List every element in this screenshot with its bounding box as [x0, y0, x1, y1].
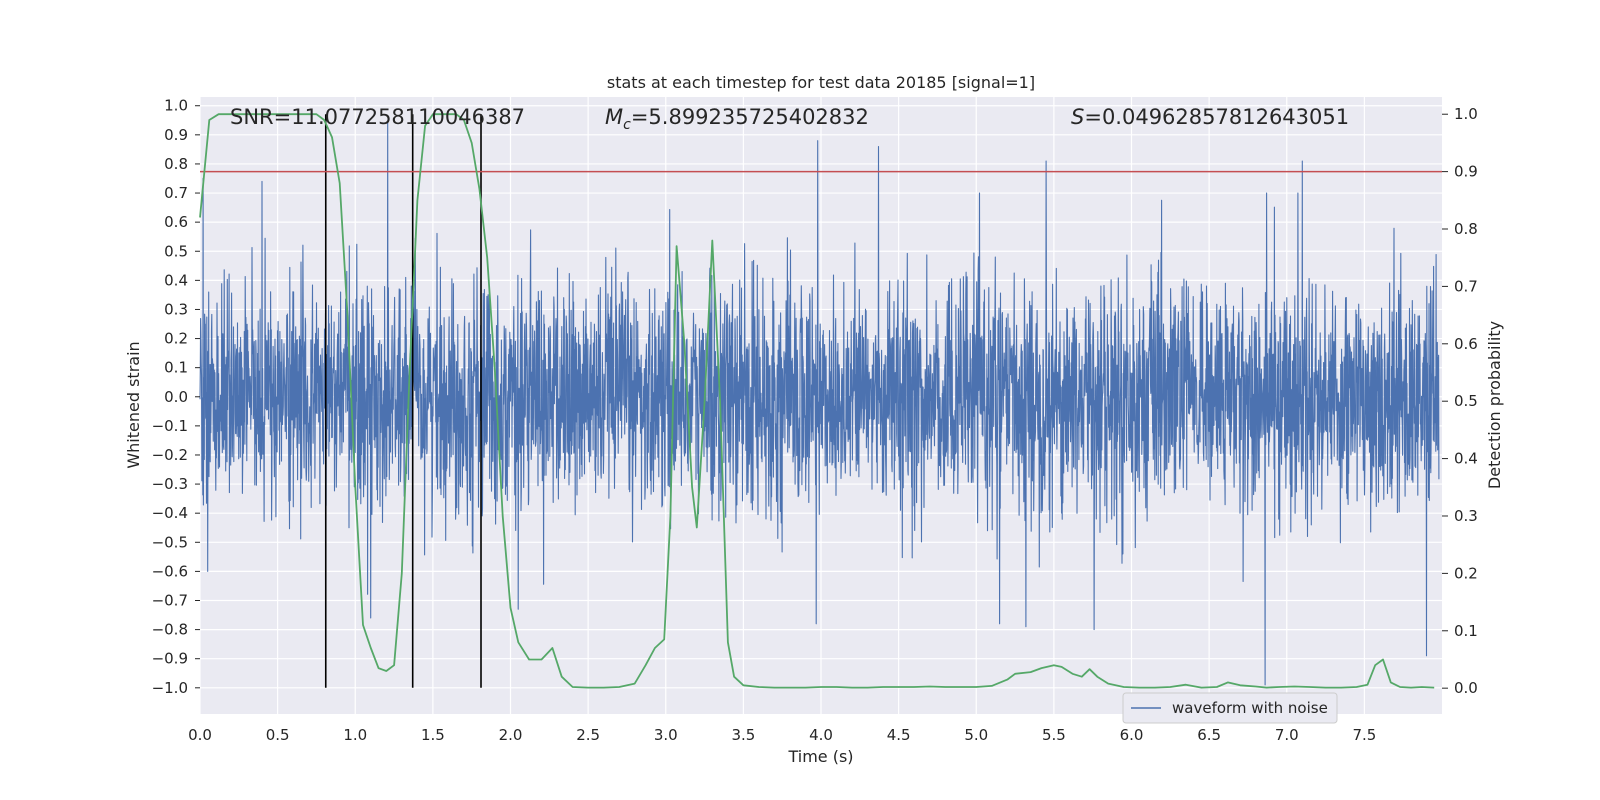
right-tick-label: 0.5 — [1454, 392, 1478, 410]
left-tick-label: 0.7 — [164, 184, 188, 202]
left-tick-label: −0.6 — [152, 562, 188, 580]
left-y-axis-ticks: 1.0 0.9 0.8 0.7 0.6 0.5 0.4 0.3 0.2 0.1 0.0 −0.1 −0.… — [152, 97, 200, 697]
strain-series — [199, 122, 1440, 686]
left-tick-label: −1.0 — [152, 679, 188, 697]
left-tick-label: −0.4 — [152, 504, 188, 522]
x-tick-label: 1.5 — [421, 726, 445, 744]
legend-box — [1122, 692, 1338, 724]
left-tick-label: 0.6 — [164, 213, 188, 231]
x-tick-label: 7.5 — [1352, 726, 1376, 744]
left-tick-label: 0.8 — [164, 155, 188, 173]
strain-line — [199, 122, 1440, 686]
left-tick-label: 0.0 — [164, 388, 188, 406]
right-tick-label: 1.0 — [1454, 105, 1478, 123]
right-tick-label: 0.1 — [1454, 622, 1478, 640]
legend: waveform with noise — [1122, 692, 1338, 724]
x-tick-label: 0.5 — [266, 726, 290, 744]
right-tick-label: 0.6 — [1454, 335, 1478, 353]
left-tick-label: 0.9 — [164, 126, 188, 144]
chirp-mass-annotation: Mc=5.899235725402832 — [605, 105, 869, 133]
mc-symbol: M — [605, 105, 623, 129]
left-tick-label: 0.3 — [164, 300, 188, 318]
x-tick-label: 4.5 — [887, 726, 911, 744]
x-tick-label: 3.5 — [731, 726, 755, 744]
left-tick-label: −0.8 — [152, 621, 188, 639]
left-y-axis-label: Whitened strain — [124, 341, 143, 468]
s-symbol: S — [1071, 105, 1084, 129]
x-tick-label: 7.0 — [1275, 726, 1299, 744]
right-tick-label: 0.9 — [1454, 163, 1478, 181]
snr-annotation: SNR=11.077258110046387 — [230, 105, 525, 129]
right-tick-label: 0.7 — [1454, 277, 1478, 295]
left-tick-label: 0.4 — [164, 271, 188, 289]
left-tick-label: 0.1 — [164, 359, 188, 377]
right-tick-label: 0.3 — [1454, 507, 1478, 525]
left-tick-label: −0.9 — [152, 650, 188, 668]
left-tick-label: 0.2 — [164, 330, 188, 348]
x-tick-label: 0.0 — [188, 726, 212, 744]
x-tick-label: 5.5 — [1042, 726, 1066, 744]
left-tick-label: 0.5 — [164, 242, 188, 260]
mc-subscript: c — [623, 117, 631, 133]
legend-label: waveform with noise — [1172, 699, 1328, 717]
left-tick-label: −0.7 — [152, 591, 188, 609]
x-tick-label: 3.0 — [654, 726, 678, 744]
x-tick-label: 6.0 — [1120, 726, 1144, 744]
s-value: =0.04962857812643051 — [1084, 105, 1349, 129]
left-tick-label: −0.5 — [152, 533, 188, 551]
right-y-axis-ticks: 1.0 0.9 0.8 0.7 0.6 0.5 0.4 0.3 0.2 0.1 0.0 — [1442, 105, 1478, 697]
left-tick-label: −0.1 — [152, 417, 188, 435]
right-tick-label: 0.2 — [1454, 564, 1478, 582]
right-tick-label: 0.8 — [1454, 220, 1478, 238]
x-tick-label: 2.5 — [576, 726, 600, 744]
mc-value: =5.899235725402832 — [631, 105, 869, 129]
probability-line — [199, 113, 1435, 689]
right-tick-label: 0.0 — [1454, 679, 1478, 697]
x-tick-label: 4.0 — [809, 726, 833, 744]
s-annotation: S=0.04962857812643051 — [1071, 105, 1349, 129]
left-tick-label: −0.3 — [152, 475, 188, 493]
x-axis-ticks: 0.0 0.5 1.0 1.5 2.0 2.5 3.0 3.5 4.0 4.5 5.0 5.5 6.0 6… — [188, 726, 1376, 744]
right-tick-label: 0.4 — [1454, 450, 1478, 468]
x-tick-label: 5.0 — [964, 726, 988, 744]
chart-title: stats at each timestep for test data 201… — [607, 73, 1035, 92]
x-axis-label: Time (s) — [787, 747, 853, 766]
left-tick-label: 1.0 — [164, 97, 188, 115]
left-tick-label: −0.2 — [152, 446, 188, 464]
x-tick-label: 1.0 — [343, 726, 367, 744]
x-tick-label: 6.5 — [1197, 726, 1221, 744]
right-y-axis-label: Detection probability — [1485, 321, 1504, 489]
x-tick-label: 2.0 — [499, 726, 523, 744]
probability-series — [199, 113, 1435, 689]
